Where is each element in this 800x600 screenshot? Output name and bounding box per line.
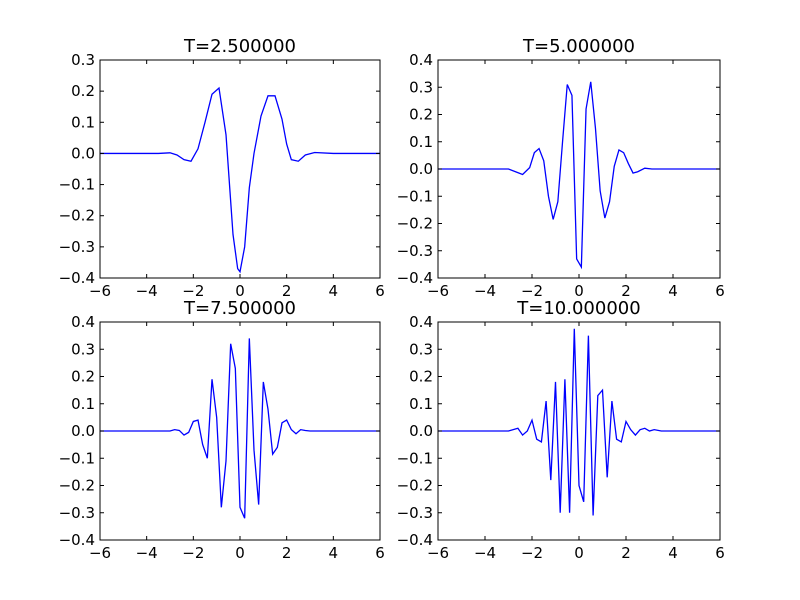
y-tick-label: −0.3 [397,504,433,522]
y-tick-label: 0.3 [409,340,433,358]
x-tick-label: 4 [329,282,339,300]
y-tick-label: 0.1 [409,395,433,413]
x-tick-label: 4 [329,544,339,562]
chart-title: T=2.500000 [183,36,296,57]
y-tick-label: −0.1 [397,449,433,467]
y-tick-label: −0.3 [397,242,433,260]
subplot-1: T=2.500000 −6 −4 −2 0 2 4 6 −0.4 −0.3 −0.2 −0.1 0.0 0… [59,36,385,300]
chart-title: T=10.000000 [516,298,640,319]
y-tick-label: 0.3 [409,78,433,96]
series-line [438,328,720,516]
y-tick-label: 0.2 [409,368,433,386]
x-tick-label: −6 [427,544,449,562]
x-tick-label: −4 [136,544,158,562]
y-tick-label: −0.4 [59,269,95,287]
x-tick-label: 2 [621,282,631,300]
y-tick-label: −0.1 [59,176,95,194]
x-tick-label: 6 [375,544,385,562]
y-tick-label: 0.4 [409,313,433,331]
y-tick-label: −0.4 [397,269,433,287]
x-tick-label: −2 [182,282,204,300]
x-tick-label: −2 [521,282,543,300]
subplot-2: T=5.000000 −6 −4 −2 0 2 4 6 −0.4 −0.3 −0.2 −0.1 0.0 0… [397,36,725,300]
series-line [438,81,720,270]
series-line [100,338,380,519]
y-tick-label: 0.0 [409,160,433,178]
y-tick-label: −0.4 [397,531,433,549]
y-tick-label: −0.1 [59,449,95,467]
y-tick-label: −0.2 [397,477,433,495]
x-tick-label: −2 [521,544,543,562]
y-tick-label: 0.0 [71,144,95,162]
x-tick-label: 2 [282,282,292,300]
y-tick-label: 0.1 [71,113,95,131]
y-tick-label: −0.3 [59,504,95,522]
x-tick-label: −6 [89,282,111,300]
y-tick-label: −0.2 [397,215,433,233]
axes-frame [99,321,381,541]
plot-area [100,60,380,278]
x-tick-label: −4 [136,282,158,300]
x-tick-label: 2 [282,544,292,562]
x-tick-label: −6 [427,282,449,300]
chart-title: T=5.000000 [522,36,635,57]
axes-frame [99,59,381,279]
y-tick-label: −0.3 [59,238,95,256]
axes-frame [437,59,721,279]
subplots: T=2.500000 −6 −4 −2 0 2 4 6 −0.4 −0.3 −0.2 −0.1 0.0 0… [59,36,725,562]
x-tick-label: −4 [474,282,496,300]
x-tick-label: 0 [235,544,245,562]
axes-frame [437,321,721,541]
chart-title: T=7.500000 [183,298,296,319]
y-tick-label: 0.4 [409,51,433,69]
y-tick-label: −0.2 [59,477,95,495]
x-tick-label: 4 [668,282,678,300]
x-tick-label: 4 [668,544,678,562]
y-tick-label: 0.3 [71,51,95,69]
y-tick-label: −0.4 [59,531,95,549]
y-tick-label: 0.4 [71,313,95,331]
y-tick-label: 0.2 [409,106,433,124]
subplot-3: T=7.500000 −6 −4 −2 0 2 4 6 −0.4 −0.3 −0.2 −0.1 0.0 0… [59,298,385,562]
y-tick-label: 0.1 [409,133,433,151]
x-tick-label: −4 [474,544,496,562]
y-tick-label: 0.0 [71,422,95,440]
x-tick-label: −6 [89,544,111,562]
y-tick-label: 0.3 [71,340,95,358]
x-tick-label: 0 [235,282,245,300]
x-tick-label: 6 [375,282,385,300]
y-tick-label: 0.2 [71,82,95,100]
x-tick-label: 0 [574,544,584,562]
x-tick-label: −2 [182,544,204,562]
x-tick-label: 6 [715,282,725,300]
x-tick-label: 6 [715,544,725,562]
series-line [100,86,380,274]
y-tick-label: 0.2 [71,368,95,386]
y-tick-label: 0.1 [71,395,95,413]
y-tick-label: −0.2 [59,207,95,225]
y-tick-label: 0.0 [409,422,433,440]
x-tick-label: 0 [574,282,584,300]
x-tick-label: 2 [621,544,631,562]
y-tick-label: −0.1 [397,187,433,205]
subplot-4: T=10.000000 −6 −4 −2 0 2 4 6 −0.4 −0.3 −0.2 −0.1 0.0… [397,298,725,562]
